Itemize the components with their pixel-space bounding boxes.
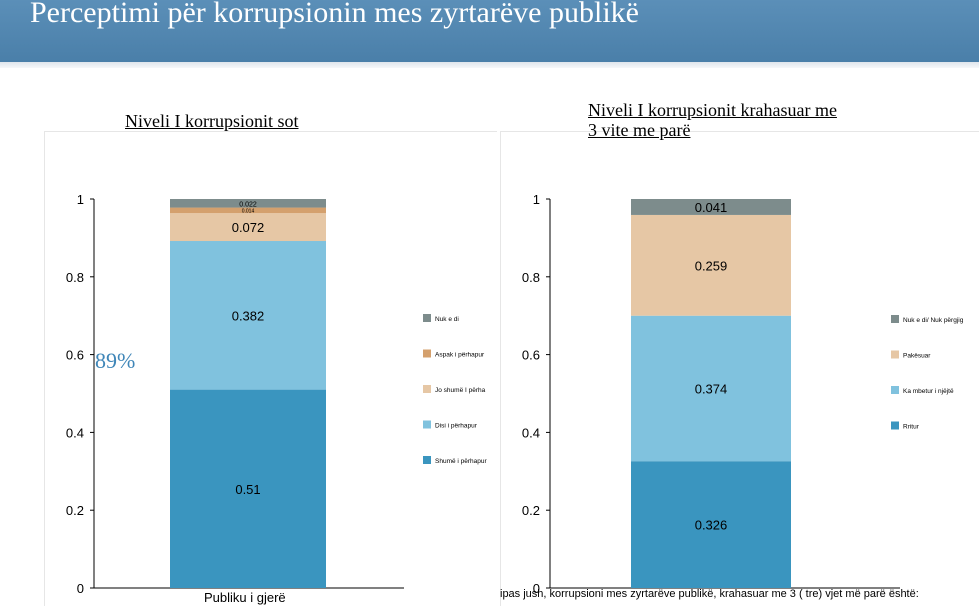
legend-swatch (423, 385, 431, 393)
x-category-label: Publiku i gjerë (204, 590, 286, 605)
y-tick-label: 0 (533, 581, 540, 596)
y-tick-label: 0 (77, 581, 84, 596)
bar-segment (631, 214, 791, 316)
percent-annotation: 89% (95, 348, 136, 373)
y-tick-label: 0.2 (66, 503, 84, 518)
y-tick-label: 0.6 (66, 348, 84, 363)
legend-swatch (423, 349, 431, 358)
legend-label: Jo shumë I përha (435, 387, 486, 394)
legend-swatch (891, 350, 899, 359)
bar-data-label: 0.382 (232, 308, 265, 323)
title-band-shadow (0, 62, 979, 68)
bar-data-label: 0.072 (232, 220, 265, 235)
legend-swatch (891, 386, 899, 394)
bar-data-label: 0.51 (235, 482, 260, 497)
legend-label: Disi i përhapur (435, 423, 478, 430)
y-tick-label: 0.6 (522, 348, 540, 363)
bar-data-label: 0.374 (695, 381, 728, 396)
y-tick-label: 0.4 (522, 425, 540, 440)
slide-title: Perceptimi për korrupsionin mes zyrtarëv… (30, 0, 639, 29)
title-band (0, 0, 979, 62)
legend-swatch (423, 314, 431, 322)
y-tick-label: 1 (77, 192, 84, 207)
bar-segment (170, 241, 326, 390)
y-tick-label: 0.4 (66, 425, 84, 440)
chart-title-left: Niveli I korrupsionit sot (125, 111, 299, 131)
bar-segment (631, 315, 791, 462)
bar-segment (631, 199, 791, 215)
bar-segment (170, 213, 326, 242)
y-tick-label: 0.8 (66, 270, 84, 285)
legend-swatch (423, 420, 431, 429)
legend-label: Rritur (903, 424, 920, 431)
chart-title-right: Niveli I korrupsionit krahasuar me 3 vit… (588, 100, 837, 140)
bar-segment (170, 207, 326, 214)
question-footnote: ipas jush, korrupsioni mes zyrtarëve pub… (500, 588, 919, 600)
legend-label: Nuk e di (435, 316, 459, 323)
legend-label: Ka mbetur i njëjtë (903, 388, 954, 395)
bar-data-label: 0.259 (695, 258, 728, 273)
bar-segment (170, 389, 326, 588)
legend-label: Pakësuar (903, 353, 931, 360)
legend-label: Shumë i përhapur (435, 458, 488, 465)
bar-data-label: 0.041 (695, 200, 728, 215)
legend-swatch (891, 315, 899, 323)
legend-swatch (423, 456, 431, 464)
bar-segment (170, 199, 326, 208)
bar-data-label: 0.022 (239, 201, 257, 208)
bar-segment (631, 461, 791, 588)
bar-data-label: 0.014 (242, 208, 255, 214)
legend-label: Nuk e di/ Nuk përgjig (903, 317, 964, 324)
chart-right: 0 0.2 0.4 0.6 0.8 1 0.326 0.374 0.259 0.041 Nuk e … (522, 192, 964, 596)
legend-label: Aspak i përhapur (435, 352, 485, 359)
bar-data-label: 0.326 (695, 518, 728, 533)
legend-swatch (891, 421, 899, 430)
y-tick-label: 0.8 (522, 270, 540, 285)
y-tick-label: 1 (533, 192, 540, 207)
y-tick-label: 0.2 (522, 503, 540, 518)
